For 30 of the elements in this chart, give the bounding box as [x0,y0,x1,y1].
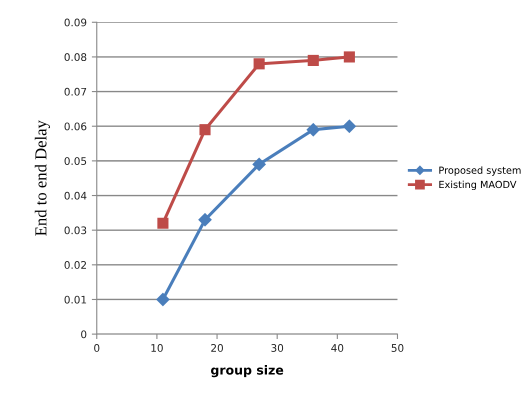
y-tick-label: 0.03 [64,226,86,234]
point [344,51,355,62]
legend-label: Proposed system [439,166,521,176]
point [199,124,211,136]
y-tick-label: 0.01 [64,296,86,304]
x-tick-label: 0 [94,344,100,352]
y-tick-label: 0.07 [64,88,86,96]
x-tick-label: 40 [331,344,344,352]
y-tick-label: 0.06 [64,122,86,130]
x-tick-label: 20 [211,344,223,352]
y-tick-label: 0.04 [64,192,86,200]
x-tick-label: 30 [271,344,284,352]
y-tick-label: 0.02 [64,261,86,269]
point [156,292,170,306]
point [308,54,319,66]
y-tick-label: 0 [81,330,86,338]
x-tick-label: 10 [151,344,163,352]
y-tick-label: 0.09 [64,18,86,26]
point [306,123,320,136]
point [198,213,212,226]
x-tick-label: 50 [392,344,404,352]
legend-label: Existing MAODV [439,180,516,190]
y-axis-title: End to end Delay [34,120,50,236]
y-tick-label: 0.05 [64,157,86,165]
y-tick-label: 0.08 [64,53,86,62]
point [157,218,168,229]
point [252,158,266,171]
x-axis-title: group size [210,365,284,378]
point [254,58,265,70]
point [342,120,356,133]
